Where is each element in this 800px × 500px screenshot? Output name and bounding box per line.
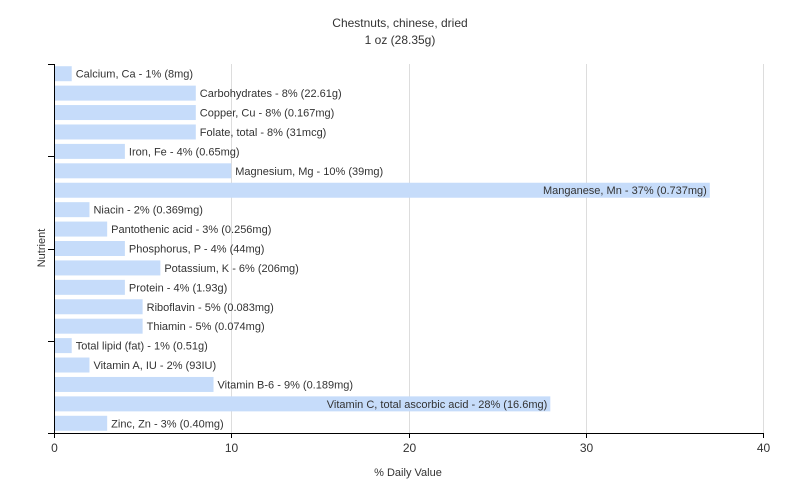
bar-label-2: Copper, Cu - 8% (0.167mg) <box>200 108 335 120</box>
bar-label-13: Thiamin - 5% (0.074mg) <box>147 321 265 333</box>
bar-13 <box>55 318 143 334</box>
bar-5 <box>55 163 232 179</box>
bar-label-17: Vitamin C, total ascorbic acid - 28% (16… <box>327 399 548 411</box>
bar-0 <box>55 66 72 82</box>
chart-title: Chestnuts, chinese, dried <box>332 16 467 30</box>
bars: Calcium, Ca - 1% (8mg) Carbohydrates - 8%… <box>55 66 710 431</box>
bar-4 <box>55 143 125 159</box>
x-tick-label-3: 30 <box>580 441 594 455</box>
bar-label-0: Calcium, Ca - 1% (8mg) <box>76 69 193 81</box>
bar-label-8: Pantothenic acid - 3% (0.256mg) <box>111 224 271 236</box>
bar-12 <box>55 299 143 315</box>
x-axis-label: % Daily Value <box>374 467 442 479</box>
x-tick-label-0: 0 <box>51 441 58 455</box>
bar-label-15: Vitamin A, IU - 2% (93IU) <box>93 360 216 372</box>
bar-label-14: Total lipid (fat) - 1% (0.51g) <box>76 341 208 353</box>
bar-17 <box>55 396 551 412</box>
bar-label-7: Niacin - 2% (0.369mg) <box>93 205 202 217</box>
x-tick-label-4: 40 <box>757 441 771 455</box>
bar-15 <box>55 357 90 373</box>
bar-14 <box>55 338 72 354</box>
bar-label-5: Magnesium, Mg - 10% (39mg) <box>235 166 383 178</box>
chart-subtitle: 1 oz (28.35g) <box>365 33 436 47</box>
x-tick-label-2: 20 <box>403 441 417 455</box>
bar-label-11: Protein - 4% (1.93g) <box>129 282 227 294</box>
axes: 0 10 20 30 40 <box>48 64 770 455</box>
bar-label-3: Folate, total - 8% (31mcg) <box>200 127 327 139</box>
bar-label-6: Manganese, Mn - 37% (0.737mg) <box>543 185 707 197</box>
bar-8 <box>55 221 108 237</box>
bar-9 <box>55 241 125 256</box>
bar-11 <box>55 279 125 295</box>
bar-label-9: Phosphorus, P - 4% (44mg) <box>129 244 265 256</box>
bar-label-12: Riboflavin - 5% (0.083mg) <box>147 302 274 314</box>
bar-6 <box>55 182 710 198</box>
bar-label-18: Zinc, Zn - 3% (0.40mg) <box>111 418 223 430</box>
x-tick-label-1: 10 <box>225 441 239 455</box>
bar-label-10: Potassium, K - 6% (206mg) <box>164 263 299 275</box>
bar-18 <box>55 415 108 431</box>
bar-label-4: Iron, Fe - 4% (0.65mg) <box>129 146 240 158</box>
y-axis-label: Nutrient <box>36 229 48 268</box>
bar-3 <box>55 124 196 140</box>
bar-label-16: Vitamin B-6 - 9% (0.189mg) <box>218 379 354 391</box>
bar-10 <box>55 260 161 276</box>
bar-7 <box>55 202 90 218</box>
grid-lines <box>231 64 764 433</box>
bar-1 <box>55 85 196 101</box>
bar-2 <box>55 105 196 121</box>
bar-label-1: Carbohydrates - 8% (22.61g) <box>200 88 342 100</box>
bar-16 <box>55 376 214 392</box>
